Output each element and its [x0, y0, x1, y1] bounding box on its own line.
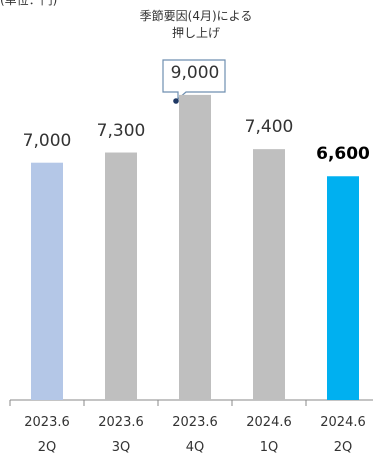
bar: [327, 176, 359, 400]
annotation: 季節要因(4月)による 押し上げ: [139, 9, 253, 40]
x-tick-label: 2024.6 2Q: [320, 415, 366, 455]
bar: [31, 162, 63, 400]
x-tick-label: 2023.6 4Q: [172, 415, 218, 455]
x-tick-label: 2023.6 2Q: [24, 415, 70, 455]
subtitle: (単位：円): [0, 0, 58, 7]
bar: [179, 94, 211, 401]
callout-box: [162, 59, 226, 101]
value-label: 7,400: [244, 117, 294, 138]
value-label: 9,000: [170, 62, 220, 83]
callout-dot: [173, 98, 179, 104]
x-tick-label: 2024.6 1Q: [246, 415, 292, 455]
value-label: 7,300: [96, 120, 146, 141]
bar: [105, 152, 137, 400]
bar: [253, 149, 285, 400]
value-label: 6,600: [316, 144, 370, 165]
value-label: 7,000: [22, 130, 72, 151]
x-tick-label: 2023.6 3Q: [98, 415, 144, 455]
